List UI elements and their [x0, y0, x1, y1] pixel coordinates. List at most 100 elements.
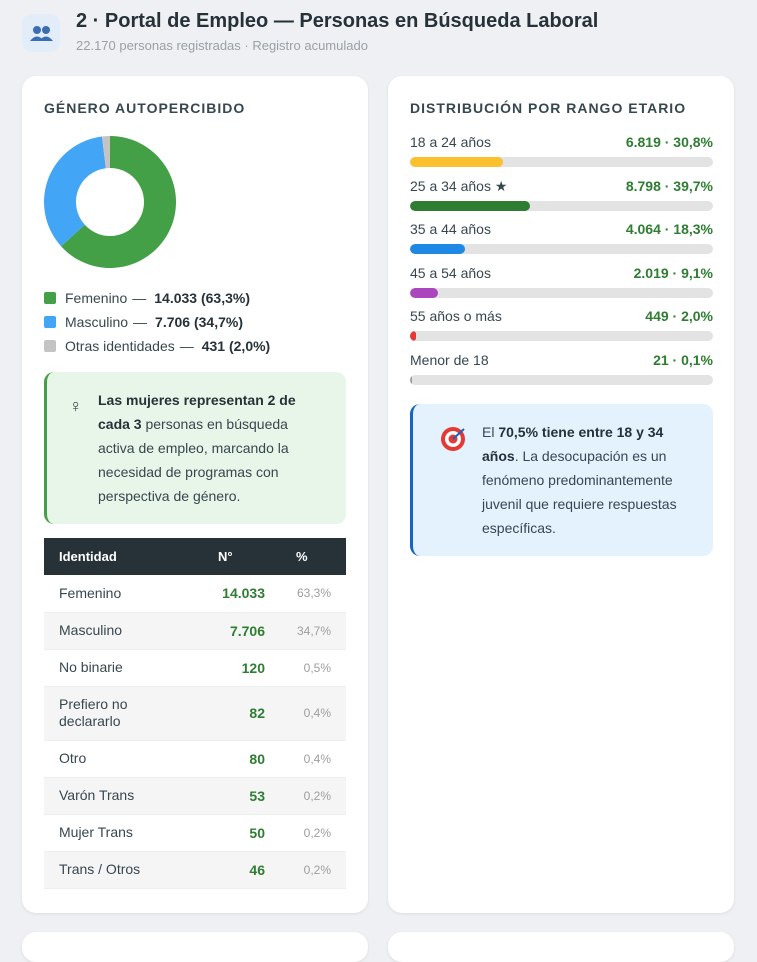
cell-count: 7.706	[229, 622, 265, 639]
cell-count: 120	[241, 659, 265, 676]
legend-swatch	[44, 316, 56, 328]
cell-identity: Femenino	[59, 584, 122, 601]
gender-note: ♀ Las mujeres representan 2 de cada 3 pe…	[44, 372, 346, 524]
age-row: 55 años o más 449 · 2,0%	[410, 308, 713, 352]
cell-count: 53	[249, 787, 265, 804]
legend-value: 431 (2,0%)	[201, 338, 271, 354]
legend-swatch	[44, 340, 56, 352]
header-subtitle: 22.170 personas registradas · Registro a…	[76, 38, 368, 53]
legend-value: 14.033 (63,3%)	[154, 290, 250, 306]
age-value: 449 · 2,0%	[645, 308, 713, 325]
age-row-head: 25 a 34 años ★ 8.798 · 39,7%	[410, 178, 713, 198]
note-part: personas en búsqueda activa de empleo, m…	[98, 416, 289, 504]
header-title: 2 · Portal de Empleo — Personas en Búsqu…	[76, 10, 599, 32]
age-note: El 70,5% tiene entre 18 y 34 años. La de…	[410, 404, 713, 556]
table-row: Varón Trans 53 0,2%	[44, 777, 346, 814]
age-value: 2.019 · 9,1%	[633, 264, 713, 281]
header-icon	[22, 14, 60, 52]
age-row: 25 a 34 años ★ 8.798 · 39,7%	[410, 178, 713, 222]
legend-label: Masculino	[65, 314, 129, 330]
table-row: No binarie 120 0,5%	[44, 649, 346, 686]
table-row: Prefiero no declararlo 82 0,4%	[44, 686, 346, 740]
bar-track	[410, 157, 713, 167]
age-row-head: 45 a 54 años 2.019 · 9,1%	[410, 265, 713, 285]
cell-percent: 0,4%	[303, 751, 331, 766]
cell-identity: Trans / Otros	[59, 861, 141, 877]
table-row: Femenino 14.033 63,3%	[44, 575, 346, 612]
legend-item: Masculino — 7.706 (34,7%)	[44, 310, 344, 334]
column-header: Identidad	[44, 538, 194, 575]
cell-count: 50	[249, 824, 265, 841]
donut-slice	[43, 136, 106, 247]
next-card	[388, 932, 734, 962]
legend-item: Femenino — 14.033 (63,3%)	[44, 286, 344, 310]
bar	[410, 200, 531, 211]
age-value: 21 · 0,1%	[653, 351, 713, 368]
column-header: %	[274, 538, 346, 575]
gender-table: Identidad N°% Femenino 14.033 63,3% Masculino…	[44, 538, 346, 889]
bar	[410, 244, 466, 255]
table-row: Otro 80 0,4%	[44, 740, 346, 777]
age-row: 18 a 24 años 6.819 · 30,8%	[410, 134, 713, 178]
people-icon	[30, 26, 53, 41]
age-bars: 18 a 24 años 6.819 · 30,8% 25 a 34 años ★ 8…	[410, 134, 713, 396]
age-label: 25 a 34 años ★	[410, 177, 508, 194]
bar-track	[410, 331, 713, 342]
cell-identity: Masculino	[59, 622, 123, 638]
legend-value: 7.706 (34,7%)	[155, 314, 243, 330]
legend-label: Otras identidades	[65, 338, 175, 354]
bar-track	[410, 200, 713, 211]
cell-percent: 0,2%	[303, 862, 331, 877]
age-value: 4.064 · 18,3%	[625, 221, 713, 238]
age-value: 6.819 · 30,8%	[625, 134, 713, 150]
cell-identity: Varón Trans	[59, 787, 135, 803]
age-row-head: 18 a 24 años 6.819 · 30,8%	[410, 134, 713, 154]
age-row-head: 55 años o más 449 · 2,0%	[410, 308, 713, 328]
age-label: 35 a 44 años	[410, 221, 491, 238]
table-row: Trans / Otros 46 0,2%	[44, 851, 346, 888]
note-part: . La desocupación es un fenómeno predomi…	[482, 448, 677, 536]
donut-slice	[101, 136, 110, 169]
cell-percent: 0,2%	[303, 788, 331, 803]
cell-count: 80	[249, 750, 265, 767]
note-text: El 70,5% tiene entre 18 y 34 años. La de…	[482, 420, 702, 540]
bar	[410, 287, 438, 298]
card-title: DISTRIBUCIÓN POR RANGO ETARIO	[410, 100, 687, 116]
bar-track	[410, 244, 713, 255]
cell-count: 14.033	[222, 585, 265, 602]
cell-percent: 34,7%	[296, 623, 331, 638]
cell-percent: 63,3%	[296, 586, 331, 601]
legend-separator: —	[179, 338, 194, 354]
cell-count: 46	[249, 861, 265, 878]
next-card	[22, 932, 368, 962]
note-part: El	[482, 424, 499, 440]
age-row-head: 35 a 44 años 4.064 · 18,3%	[410, 221, 713, 241]
legend-swatch	[44, 292, 56, 304]
donut-chart	[43, 136, 176, 268]
page: 2 · Portal de Empleo — Personas en Búsqu…	[22, 10, 734, 962]
table-row: Masculino 7.706 34,7%	[44, 612, 346, 649]
column-header: N°	[194, 538, 274, 575]
bar	[410, 157, 504, 167]
target-icon	[441, 427, 465, 451]
bar	[410, 331, 417, 342]
legend-label: Femenino	[65, 290, 128, 306]
cell-identity: Mujer Trans	[59, 824, 133, 840]
legend-separator: —	[133, 314, 148, 330]
legend-item: Otras identidades — 431 (2,0%)	[44, 334, 344, 358]
legend: Femenino —14.033 (63,3%) Masculino —7.706 (…	[44, 286, 344, 358]
age-label: 18 a 24 años	[410, 134, 491, 150]
age-value: 8.798 · 39,7%	[625, 177, 713, 194]
bar-track	[410, 287, 713, 298]
table-header: Identidad N°%	[44, 538, 346, 575]
age-label: Menor de 18	[410, 351, 489, 368]
cell-percent: 0,5%	[303, 660, 331, 675]
donut-slice	[61, 136, 176, 268]
cell-count: 82	[249, 705, 265, 721]
cell-identity: Otro	[59, 750, 87, 766]
cell-percent: 0,2%	[303, 825, 331, 840]
age-label: 55 años o más	[410, 308, 502, 325]
table-row: Mujer Trans 50 0,2%	[44, 814, 346, 851]
cell-identity: No binarie	[59, 659, 123, 675]
note-icon: ♀	[69, 396, 83, 416]
